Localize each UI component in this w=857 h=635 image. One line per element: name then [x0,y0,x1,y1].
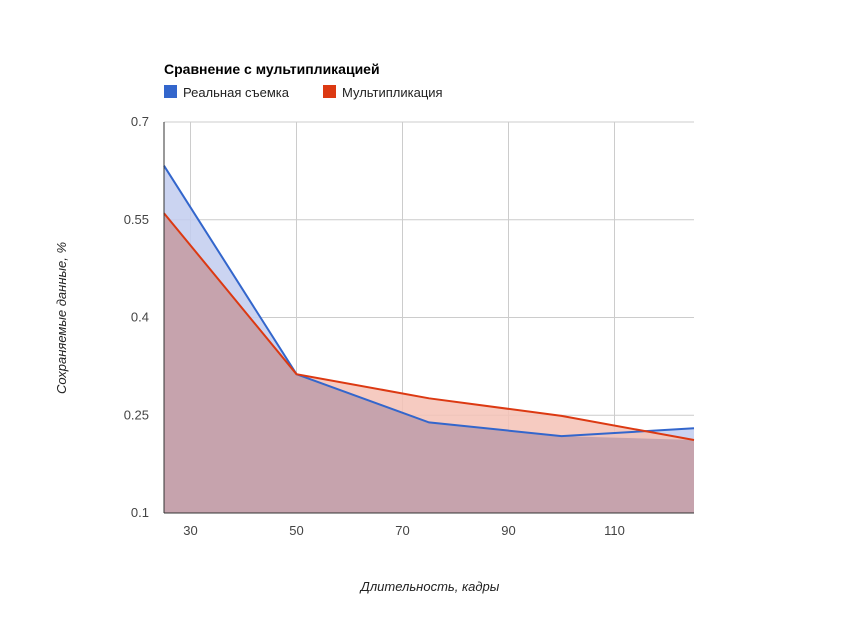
y-tick-label: 0.4 [131,310,149,325]
x-tick-labels: 30 50 70 90 110 [183,523,625,538]
chart-title: Сравнение с мультипликацией [164,61,380,77]
series-line-0[interactable] [163,165,695,438]
series-line-1[interactable] [163,212,695,441]
y-tick-labels: 0.7 0.55 0.4 0.25 0.1 [124,114,149,520]
legend-label-animation[interactable]: Мультипликация [342,85,443,100]
y-tick-label: 0.1 [131,505,149,520]
legend-swatch-animation[interactable] [323,85,336,98]
legend-swatch-real[interactable] [164,85,177,98]
x-tick-label: 50 [289,523,303,538]
series-lines [163,165,695,441]
y-tick-label: 0.55 [124,212,149,227]
legend: Реальная съемка Мультипликация [164,85,443,100]
x-tick-label: 110 [604,523,625,538]
legend-label-real[interactable]: Реальная съемка [183,85,290,100]
series-overlap-area [164,213,694,514]
y-axis-title: Сохраняемые данные, % [54,242,69,394]
y-tick-label: 0.25 [124,407,149,422]
x-tick-label: 70 [395,523,409,538]
x-axis-title: Длительность, кадры [359,579,500,594]
y-tick-label: 0.7 [131,114,149,129]
x-tick-label: 30 [183,523,197,538]
series-areas [164,165,694,514]
x-tick-label: 90 [501,523,515,538]
axes [163,122,694,514]
